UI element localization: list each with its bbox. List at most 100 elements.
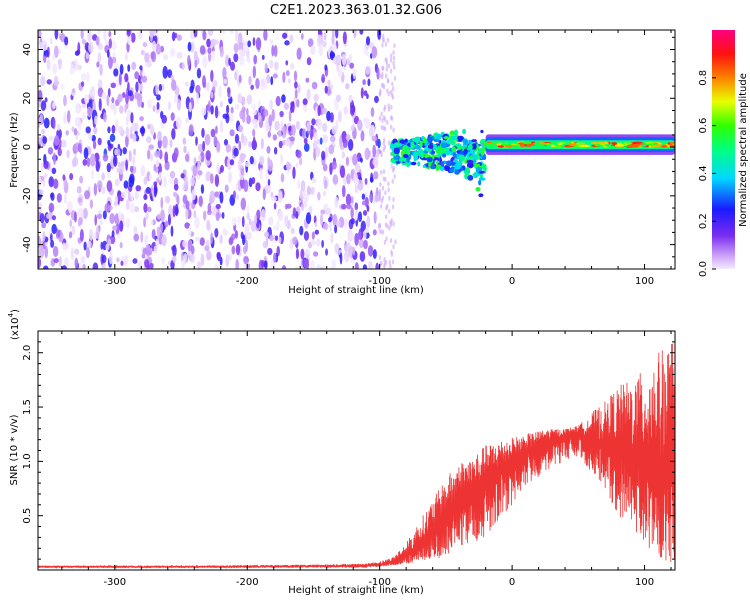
heatmap-cell — [286, 203, 292, 209]
heatmap-cell — [391, 144, 399, 148]
heatmap-cell — [230, 106, 234, 114]
heatmap-cell — [151, 40, 157, 52]
heatmap-cell — [389, 89, 393, 95]
heatmap-cell — [132, 258, 138, 264]
heatmap-cell — [410, 141, 415, 149]
heatmap-cell — [327, 79, 331, 86]
heatmap-cell — [151, 229, 156, 240]
heatmap-cell — [446, 160, 452, 167]
heatmap-cell — [210, 105, 214, 115]
heatmap-cell — [219, 46, 224, 58]
heatmap-cell — [371, 135, 378, 142]
heatmap-cell — [392, 60, 395, 66]
heatmap-cell — [105, 243, 110, 251]
heatmap-cell — [220, 164, 225, 173]
heatmap-cell — [645, 141, 655, 144]
heatmap-cell — [357, 211, 363, 223]
heatmap-cell — [246, 94, 253, 105]
heatmap-cell — [457, 160, 463, 166]
heatmap-cell — [387, 91, 391, 97]
heatmap-cell — [234, 229, 239, 239]
heatmap-cell — [363, 90, 368, 97]
heatmap-cell — [390, 104, 393, 110]
heatmap-cell — [216, 162, 220, 174]
heatmap-cell — [439, 166, 445, 172]
heatmap-cell — [292, 166, 296, 180]
heatmap-cell — [162, 135, 168, 149]
heatmap-cell — [334, 196, 339, 209]
heatmap-cell — [180, 173, 185, 179]
heatmap-cell — [414, 143, 419, 150]
heatmap-cell — [98, 98, 102, 111]
heatmap-cell — [296, 98, 300, 108]
heatmap-cell — [386, 88, 389, 94]
heatmap-cell — [373, 211, 377, 224]
heatmap-cell — [107, 126, 111, 134]
x-tick-label: -300 — [103, 577, 126, 588]
heatmap-cell — [285, 60, 289, 66]
heatmap-cell — [380, 169, 383, 175]
heatmap-cell — [139, 127, 146, 134]
heatmap-cell — [38, 136, 42, 145]
heatmap-cell — [273, 224, 279, 231]
heatmap-cell — [334, 243, 340, 254]
heatmap-cell — [132, 148, 137, 156]
x-tick-label: -200 — [236, 276, 259, 287]
heatmap-cell — [393, 64, 396, 70]
heatmap-cell — [233, 53, 239, 63]
heatmap-cell — [139, 116, 144, 122]
heatmap-cell — [594, 144, 601, 147]
heatmap-cell — [210, 91, 214, 99]
heatmap-cell — [294, 266, 301, 269]
heatmap-cell — [492, 141, 499, 144]
heatmap-cell — [158, 171, 163, 181]
heatmap-cell — [345, 82, 350, 90]
heatmap-cell — [410, 161, 417, 166]
heatmap-cell — [450, 139, 456, 146]
heatmap-cell — [380, 152, 383, 158]
heatmap-cell — [259, 167, 263, 180]
heatmap-cell — [342, 31, 347, 45]
heatmap-cell — [353, 30, 357, 39]
heatmap-cell — [292, 236, 298, 245]
heatmap-cell — [252, 109, 257, 116]
heatmap-cell — [341, 203, 347, 210]
heatmap-cell — [101, 172, 106, 181]
heatmap-cell — [238, 93, 243, 103]
heatmap-cell — [288, 125, 292, 132]
heatmap-cell — [284, 138, 291, 147]
heatmap-cell — [292, 207, 297, 217]
heatmap-cell — [378, 255, 382, 261]
heatmap-cell — [112, 225, 118, 231]
heatmap-cell — [156, 159, 160, 168]
heatmap-cell — [173, 94, 179, 104]
heatmap-cell — [332, 213, 338, 227]
heatmap-cell — [57, 147, 62, 157]
heatmap-cell — [105, 39, 109, 47]
heatmap-cell — [81, 111, 87, 121]
heatmap-cell — [336, 220, 341, 228]
heatmap-cell — [196, 261, 202, 269]
heatmap-cell — [329, 135, 336, 143]
heatmap-cell — [191, 189, 196, 201]
heatmap-cell — [106, 172, 112, 178]
heatmap-cell — [118, 73, 122, 86]
heatmap-cell — [66, 110, 71, 124]
heatmap-cell — [325, 248, 329, 256]
heatmap-cell — [632, 143, 643, 147]
heatmap-cell — [382, 137, 386, 143]
heatmap-cell — [77, 142, 82, 153]
heatmap-cell — [253, 119, 259, 130]
heatmap-cell — [119, 105, 124, 114]
heatmap-cell — [362, 209, 368, 216]
heatmap-cell — [234, 133, 240, 144]
heatmap-cell — [72, 88, 76, 94]
heatmap-cell — [153, 164, 157, 172]
heatmap-cell — [349, 155, 353, 162]
heatmap-cell — [185, 117, 190, 124]
heatmap-cell — [260, 138, 264, 150]
heatmap-cell — [640, 144, 647, 147]
heatmap-cell — [187, 239, 193, 252]
heatmap-cell — [197, 170, 203, 176]
heatmap-cell — [196, 67, 202, 79]
